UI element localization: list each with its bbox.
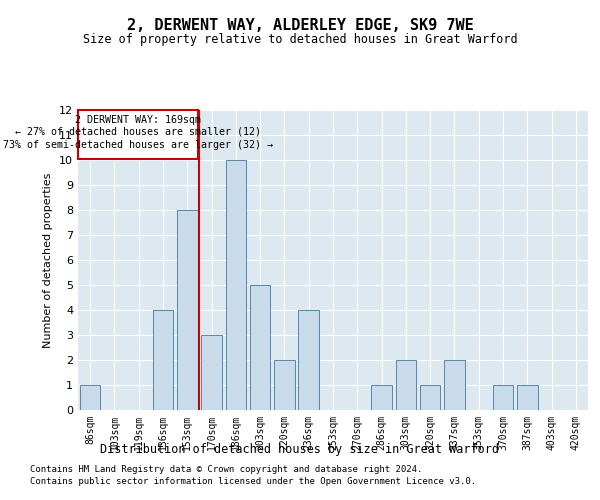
- Bar: [395, 360, 416, 410]
- Bar: [493, 385, 514, 410]
- Bar: [250, 285, 271, 410]
- Text: Distribution of detached houses by size in Great Warford: Distribution of detached houses by size …: [101, 442, 499, 456]
- Bar: [298, 310, 319, 410]
- Bar: [80, 385, 100, 410]
- Text: 73% of semi-detached houses are larger (32) →: 73% of semi-detached houses are larger (…: [3, 140, 273, 150]
- Text: ← 27% of detached houses are smaller (12): ← 27% of detached houses are smaller (12…: [15, 127, 261, 137]
- Text: 2 DERWENT WAY: 169sqm: 2 DERWENT WAY: 169sqm: [75, 115, 201, 125]
- Bar: [152, 310, 173, 410]
- Bar: [444, 360, 465, 410]
- Text: 2, DERWENT WAY, ALDERLEY EDGE, SK9 7WE: 2, DERWENT WAY, ALDERLEY EDGE, SK9 7WE: [127, 18, 473, 32]
- Text: Contains public sector information licensed under the Open Government Licence v3: Contains public sector information licen…: [30, 476, 476, 486]
- Y-axis label: Number of detached properties: Number of detached properties: [43, 172, 53, 348]
- Bar: [274, 360, 295, 410]
- Bar: [177, 210, 197, 410]
- Bar: [517, 385, 538, 410]
- Bar: [420, 385, 440, 410]
- Bar: [371, 385, 392, 410]
- Bar: [226, 160, 246, 410]
- Text: Contains HM Land Registry data © Crown copyright and database right 2024.: Contains HM Land Registry data © Crown c…: [30, 466, 422, 474]
- Bar: [201, 335, 222, 410]
- FancyBboxPatch shape: [78, 110, 198, 159]
- Text: Size of property relative to detached houses in Great Warford: Size of property relative to detached ho…: [83, 32, 517, 46]
